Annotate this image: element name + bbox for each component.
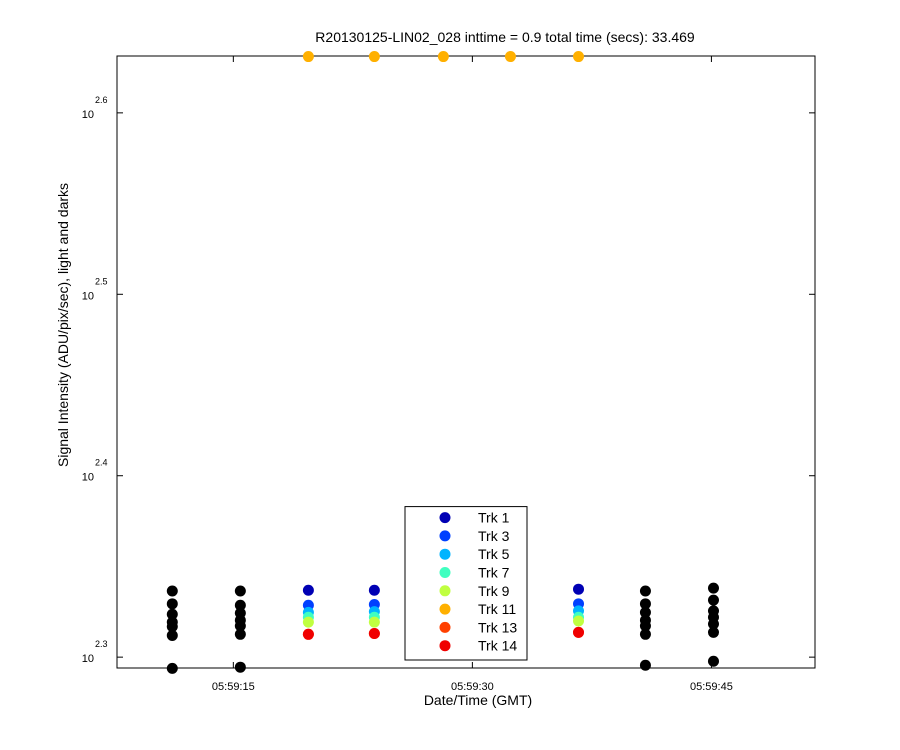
point xyxy=(368,584,380,596)
y-tick-label: 10 xyxy=(82,472,94,484)
legend-label: Trk 7 xyxy=(478,565,510,581)
point xyxy=(707,655,719,667)
legend-marker xyxy=(439,548,451,560)
y-tick-label: 10 xyxy=(82,109,94,121)
point xyxy=(302,628,314,640)
point xyxy=(234,620,246,632)
y-tick-exponent: 2.6 xyxy=(95,95,108,105)
point xyxy=(707,582,719,594)
legend-marker xyxy=(439,640,451,652)
point xyxy=(639,598,651,610)
point xyxy=(234,599,246,611)
y-tick-exponent: 2.5 xyxy=(95,276,108,286)
legend-marker xyxy=(439,530,451,542)
legend: Trk 1 Trk 3 Trk 5 Trk 7 Trk 9 Trk 11 Trk 13 Trk… xyxy=(404,506,528,661)
x-axis-label: Date/Time (GMT) xyxy=(424,692,532,708)
legend-label: Trk 9 xyxy=(478,583,510,599)
legend-box xyxy=(404,506,528,661)
point xyxy=(437,51,449,63)
legend-marker xyxy=(439,512,451,524)
point xyxy=(166,629,178,641)
point xyxy=(166,621,178,633)
point xyxy=(166,585,178,597)
point xyxy=(573,583,585,595)
point xyxy=(573,51,585,63)
point xyxy=(234,661,246,673)
point xyxy=(166,608,178,620)
point xyxy=(639,659,651,671)
point xyxy=(639,606,651,618)
x-tick-label: 05:59:30 xyxy=(451,681,494,693)
point xyxy=(639,620,651,632)
legend-marker xyxy=(439,621,451,633)
point xyxy=(573,626,585,638)
legend-label: Trk 3 xyxy=(478,528,510,544)
legend-label: Trk 14 xyxy=(478,638,517,654)
point xyxy=(302,584,314,596)
y-tick-exponent: 2.4 xyxy=(95,458,108,468)
point xyxy=(573,615,585,627)
legend-marker xyxy=(439,567,451,578)
point xyxy=(707,626,719,638)
point xyxy=(302,51,314,63)
y-tick-label: 10 xyxy=(82,653,94,665)
y-axis-label: Signal Intensity (ADU/pix/sec), light an… xyxy=(55,183,71,467)
point xyxy=(302,616,314,628)
x-tick-label: 05:59:45 xyxy=(690,681,733,693)
point xyxy=(368,616,380,628)
point xyxy=(368,51,380,63)
point xyxy=(234,585,246,597)
point xyxy=(166,662,178,674)
point xyxy=(166,598,178,610)
point xyxy=(707,618,719,630)
x-tick-label: 05:59:15 xyxy=(212,681,255,693)
y-tick-label: 10 xyxy=(82,290,94,302)
chart-title: R20130125-LIN02_028 inttime = 0.9 total … xyxy=(315,29,695,45)
legend-marker xyxy=(439,585,451,597)
point xyxy=(639,628,651,640)
y-tick-exponent: 2.3 xyxy=(95,639,108,649)
legend-label: Trk 5 xyxy=(478,546,510,562)
point xyxy=(234,628,246,640)
legend-marker xyxy=(439,603,451,615)
point xyxy=(639,585,651,597)
point xyxy=(368,628,380,640)
legend-label: Trk 11 xyxy=(478,601,516,617)
legend-label: Trk 13 xyxy=(478,619,517,635)
point xyxy=(707,594,719,606)
point xyxy=(504,51,516,63)
legend-label: Trk 1 xyxy=(478,510,510,526)
